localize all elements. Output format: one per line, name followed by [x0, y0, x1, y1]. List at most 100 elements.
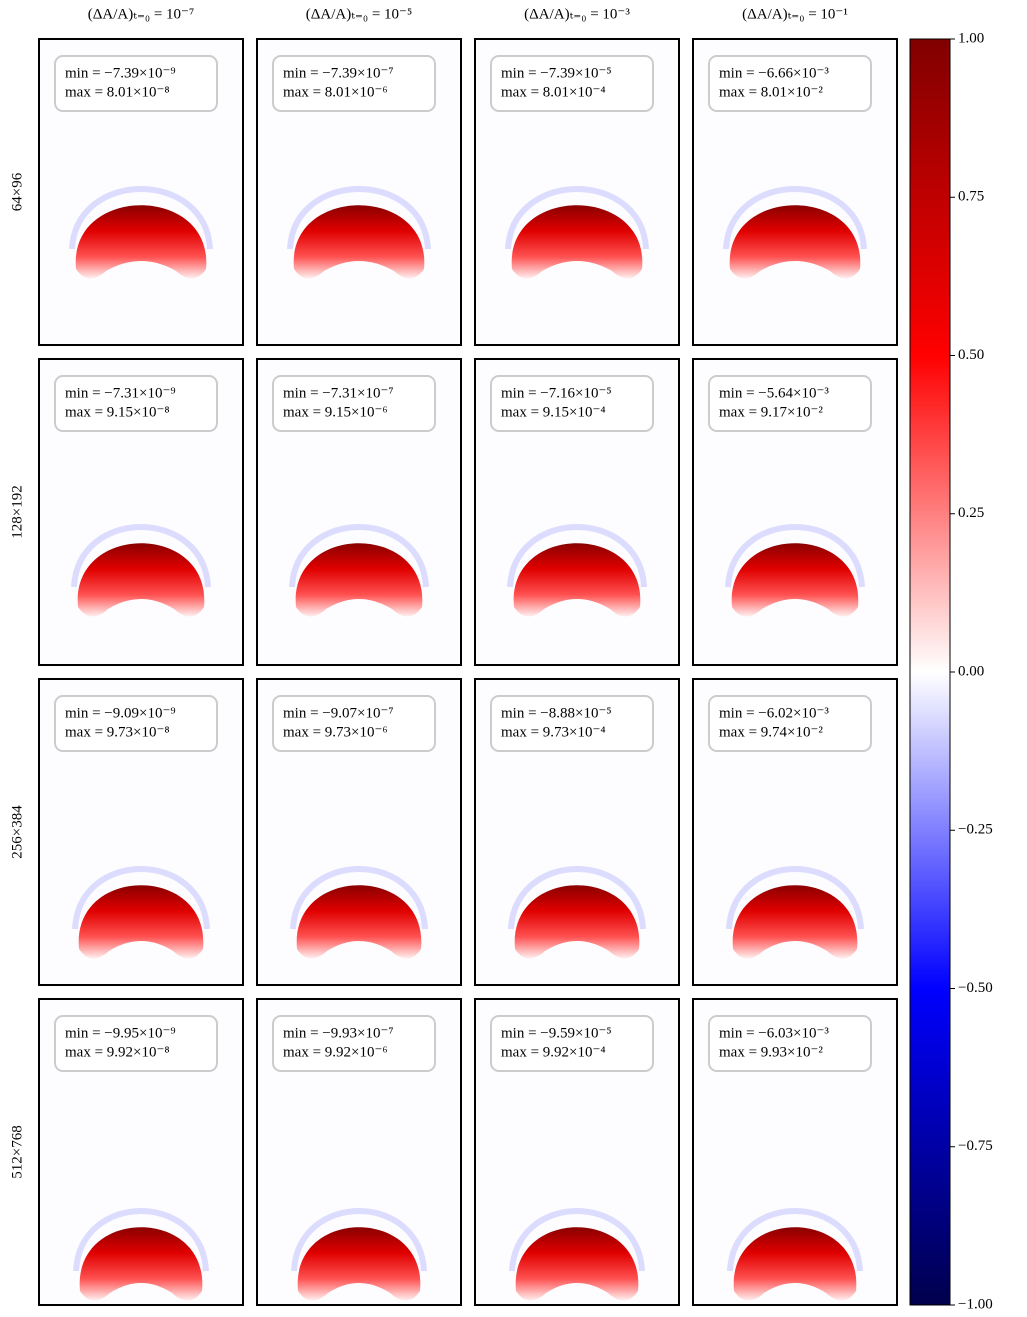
panel-frame: [692, 358, 898, 666]
blob: [296, 885, 422, 959]
row-label: 512×768: [9, 1125, 25, 1178]
min-label: min = −9.93×10⁻⁷: [283, 1025, 394, 1041]
min-label: min = −7.16×10⁻⁵: [501, 385, 612, 401]
annotation-box: [708, 695, 872, 752]
halo: [69, 186, 213, 250]
annotation-box: [490, 375, 654, 432]
colorbar-tick-label: 0.00: [958, 663, 984, 679]
annotation-box: [490, 55, 654, 112]
colorbar-tick-label: −0.50: [958, 980, 993, 996]
annotation-box: [272, 695, 436, 752]
min-label: min = −9.07×10⁻⁷: [283, 705, 394, 721]
colorbar-tick-label: 0.25: [958, 505, 984, 521]
blob: [297, 1227, 421, 1301]
min-label: min = −8.88×10⁻⁵: [501, 705, 612, 721]
panel-frame: [474, 998, 680, 1306]
max-label: max = 9.15×10⁻⁴: [501, 404, 606, 420]
halo: [723, 186, 867, 250]
halo: [71, 524, 211, 588]
colorbar-tick-label: −1.00: [958, 1296, 993, 1312]
min-label: min = −9.09×10⁻⁹: [65, 705, 176, 721]
blob: [513, 543, 641, 617]
annotation-box: [708, 375, 872, 432]
min-label: min = −7.31×10⁻⁷: [283, 385, 394, 401]
panel-frame: [256, 38, 462, 346]
halo: [509, 1208, 645, 1272]
blob: [514, 885, 640, 959]
panel-frame: [38, 998, 244, 1306]
row-label: 256×384: [9, 805, 25, 859]
colorbar-tick-label: 0.75: [958, 189, 984, 205]
max-label: max = 8.01×10⁻⁶: [283, 84, 388, 100]
colorbar-tick-label: −0.25: [958, 822, 993, 838]
min-label: min = −7.39×10⁻⁹: [65, 65, 176, 81]
blob: [729, 205, 861, 279]
annotation-box: [490, 1015, 654, 1072]
blob: [77, 543, 205, 617]
blob: [731, 543, 859, 617]
annotation-box: [708, 1015, 872, 1072]
max-label: max = 8.01×10⁻⁸: [65, 84, 170, 100]
colorbar: [909, 38, 951, 1306]
column-title: (ΔA/A)ₜ₌₀ = 10⁻⁷: [88, 6, 194, 22]
max-label: max = 9.73×10⁻⁸: [65, 724, 170, 740]
halo: [726, 866, 864, 930]
annotation-box: [708, 55, 872, 112]
halo: [73, 1208, 209, 1272]
max-label: max = 8.01×10⁻⁴: [501, 84, 606, 100]
annotation-box: [54, 695, 218, 752]
column-title: (ΔA/A)ₜ₌₀ = 10⁻¹: [742, 6, 848, 22]
annotation-box: [54, 375, 218, 432]
row-label: 64×96: [9, 172, 25, 211]
halo: [289, 524, 429, 588]
min-label: min = −9.95×10⁻⁹: [65, 1025, 176, 1041]
blob: [511, 205, 643, 279]
panel-frame: [474, 38, 680, 346]
min-label: min = −6.66×10⁻³: [719, 65, 829, 81]
panel-frame: [38, 678, 244, 986]
max-label: max = 9.92×10⁻⁸: [65, 1044, 170, 1060]
halo: [290, 866, 428, 930]
panel-frame: [38, 358, 244, 666]
blob: [79, 1227, 203, 1301]
blob: [78, 885, 204, 959]
panel-frame: [692, 998, 898, 1306]
column-title: (ΔA/A)ₜ₌₀ = 10⁻⁵: [306, 6, 412, 22]
panel-frame: [474, 678, 680, 986]
colorbar-tick-label: 1.00: [958, 30, 984, 46]
min-label: min = −7.39×10⁻⁵: [501, 65, 612, 81]
halo: [725, 524, 865, 588]
annotation-box: [272, 1015, 436, 1072]
halo: [727, 1208, 863, 1272]
panel-frame: [692, 678, 898, 986]
halo: [291, 1208, 427, 1272]
panel-frame: [256, 998, 462, 1306]
max-label: max = 8.01×10⁻²: [719, 84, 823, 100]
blob: [295, 543, 423, 617]
annotation-box: [54, 1015, 218, 1072]
colorbar-tick-label: 0.50: [958, 347, 984, 363]
panel-frame: [256, 678, 462, 986]
halo: [72, 866, 210, 930]
min-label: min = −7.39×10⁻⁷: [283, 65, 394, 81]
annotation-box: [272, 55, 436, 112]
annotation-box: [490, 695, 654, 752]
halo: [287, 186, 431, 250]
max-label: max = 9.15×10⁻⁶: [283, 404, 388, 420]
blob: [75, 205, 207, 279]
min-label: min = −6.02×10⁻³: [719, 705, 829, 721]
column-title: (ΔA/A)ₜ₌₀ = 10⁻³: [524, 6, 630, 22]
panel-frame: [38, 38, 244, 346]
max-label: max = 9.92×10⁻⁴: [501, 1044, 606, 1060]
annotation-box: [54, 55, 218, 112]
panel-frame: [474, 358, 680, 666]
max-label: max = 9.17×10⁻²: [719, 404, 823, 420]
min-label: min = −5.64×10⁻³: [719, 385, 829, 401]
min-label: min = −6.03×10⁻³: [719, 1025, 829, 1041]
blob: [733, 1227, 857, 1301]
halo: [507, 524, 647, 588]
blob: [732, 885, 858, 959]
panel-frame: [692, 38, 898, 346]
max-label: max = 9.73×10⁻⁴: [501, 724, 606, 740]
